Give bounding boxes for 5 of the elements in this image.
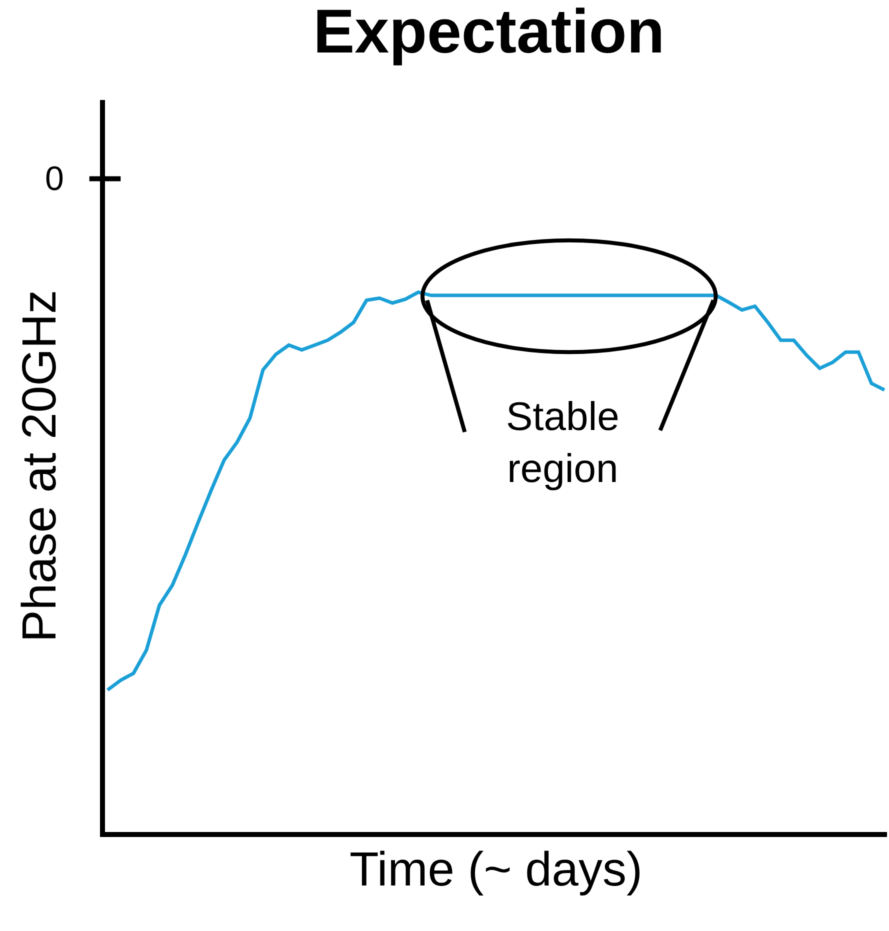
- text: 0: [45, 160, 64, 198]
- y-axis-title: Phase at 20GHz: [14, 290, 67, 642]
- x-axis-title: Time (~ days): [350, 844, 642, 896]
- chart-title: Expectation: [313, 0, 665, 67]
- annotation: Stable region: [506, 395, 620, 491]
